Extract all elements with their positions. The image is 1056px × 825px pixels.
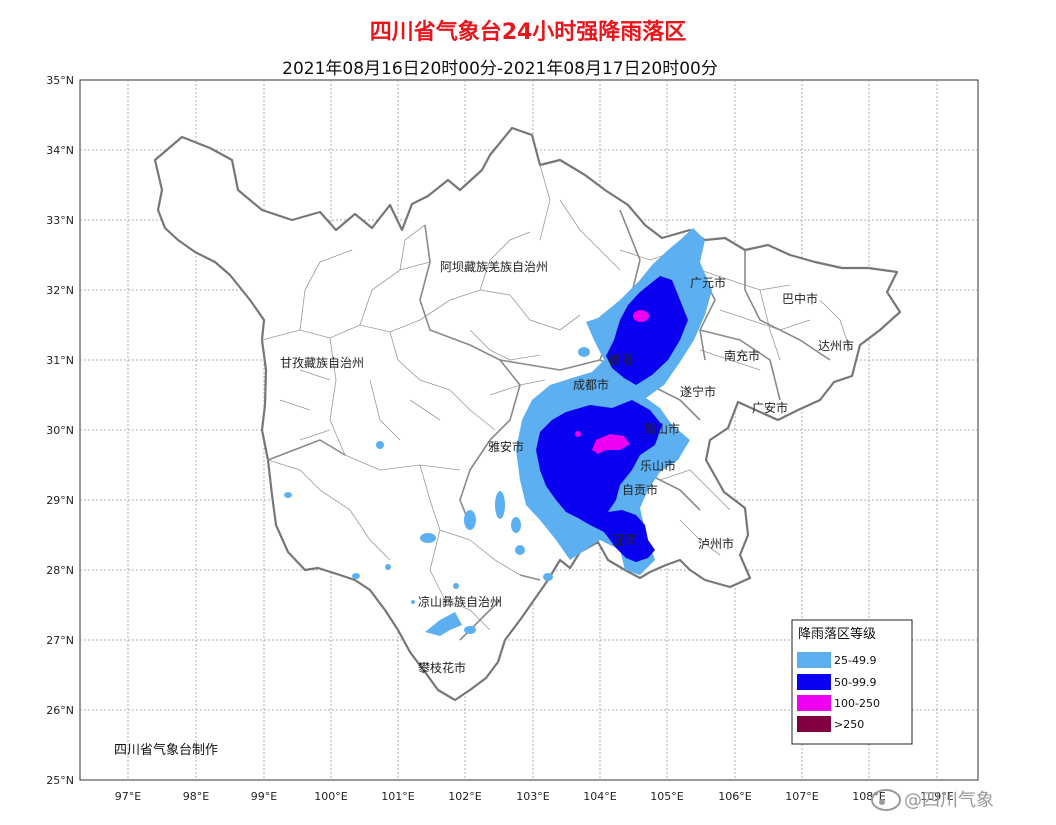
lon-label: 98°E	[183, 790, 209, 803]
legend-label: >250	[834, 718, 864, 731]
lon-label: 104°E	[583, 790, 616, 803]
region-label-suining: 遂宁市	[680, 384, 716, 399]
lat-label: 25°N	[46, 774, 74, 787]
legend-label: 50-99.9	[834, 676, 876, 689]
region-labels: 阿坝藏族羌族自治州 甘孜藏族自治州 凉山彝族自治州 攀枝花市 雅安市 成都市 德…	[280, 260, 854, 675]
lat-label: 31°N	[46, 354, 74, 367]
lon-label: 109°E	[920, 790, 953, 803]
legend-title: 降雨落区等级	[798, 626, 876, 642]
legend-swatch	[797, 716, 831, 732]
lon-label: 101°E	[381, 790, 414, 803]
lon-label: 106°E	[718, 790, 751, 803]
lat-label: 33°N	[46, 214, 74, 227]
lat-label: 26°N	[46, 704, 74, 717]
watermark-text: @四川气象	[904, 790, 994, 811]
lat-label: 27°N	[46, 634, 74, 647]
latitude-labels: 35°N 34°N 33°N 32°N 31°N 30°N 29°N 28°N …	[46, 74, 74, 787]
region-label-leshan: 乐山市	[640, 458, 676, 473]
region-label-meishan: 眉山市	[644, 421, 680, 436]
region-label-deyang: 德阳	[608, 352, 632, 367]
lat-label: 28°N	[46, 564, 74, 577]
region-label-bazhong: 巴中市	[782, 291, 818, 306]
legend-swatch	[797, 674, 831, 690]
legend-swatch	[797, 695, 831, 711]
weibo-logo-icon	[871, 789, 901, 811]
region-label-zigong: 自贡市	[622, 482, 658, 497]
lon-label: 102°E	[448, 790, 481, 803]
region-label-yaan: 雅安市	[488, 439, 524, 454]
lon-label: 100°E	[314, 790, 347, 803]
rainfall-50-99	[536, 276, 688, 562]
region-label-ganzi: 甘孜藏族自治州	[280, 356, 364, 370]
lon-label: 99°E	[251, 790, 277, 803]
legend-label: 25-49.9	[834, 654, 876, 667]
region-label-luzhou: 泸州市	[698, 536, 734, 551]
legend: 降雨落区等级 25-49.9 50-99.9 100-250 >250	[791, 619, 913, 745]
region-label-aba: 阿坝藏族羌族自治州	[440, 260, 548, 274]
region-label-panzhihua: 攀枝花市	[418, 660, 466, 675]
region-label-dazhou: 达州市	[818, 338, 854, 353]
legend-label: 100-250	[834, 697, 880, 710]
weibo-logo-eye	[879, 799, 885, 805]
lat-label: 35°N	[46, 74, 74, 87]
region-label-liangshan: 凉山彝族自治州	[418, 594, 502, 609]
legend-swatch	[797, 652, 831, 668]
map-subtitle: 2021年08月16日20时00分-2021年08月17日20时00分	[282, 59, 718, 79]
lat-label: 32°N	[46, 284, 74, 297]
lat-label: 34°N	[46, 144, 74, 157]
lon-label: 107°E	[785, 790, 818, 803]
map-title: 四川省气象台24小时强降雨落区	[369, 20, 687, 45]
longitude-labels: 97°E 98°E 99°E 100°E 101°E 102°E 103°E 1…	[115, 790, 954, 803]
weibo-watermark: @四川气象	[871, 789, 994, 811]
region-label-yibin: 宜宾	[612, 532, 636, 547]
region-label-guangan: 广安市	[752, 400, 788, 415]
region-label-chengdu: 成都市	[573, 377, 609, 392]
map-credit: 四川省气象台制作	[114, 742, 218, 758]
lat-label: 29°N	[46, 494, 74, 507]
region-label-nanchong: 南充市	[724, 348, 760, 363]
county-boundaries	[261, 164, 851, 631]
rainfall-100-250	[575, 310, 649, 454]
lat-label: 30°N	[46, 424, 74, 437]
lon-label: 105°E	[650, 790, 683, 803]
lon-label: 97°E	[115, 790, 141, 803]
region-label-guangyuan: 广元市	[690, 275, 726, 290]
lon-label: 103°E	[516, 790, 549, 803]
